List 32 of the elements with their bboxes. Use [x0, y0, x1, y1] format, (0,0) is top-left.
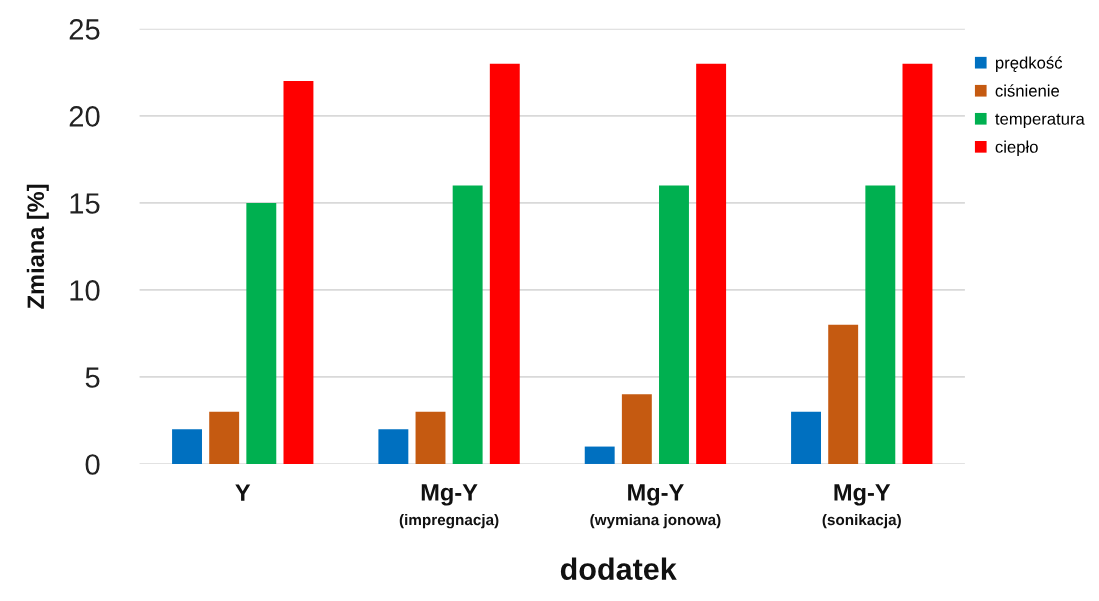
bar: [489, 63, 520, 464]
x-tick-label: Y: [235, 484, 251, 501]
legend-label: temperatura: [995, 113, 1085, 129]
y-tick-label: 0: [85, 454, 100, 475]
x-tick-label: Mg-Y (sonikacja): [822, 484, 901, 529]
bar: [283, 81, 314, 464]
y-tick-label: 15: [70, 193, 100, 214]
bar: [696, 63, 727, 464]
y-tick-label: 20: [69, 106, 100, 127]
bar: [659, 185, 689, 464]
bar: [452, 185, 483, 464]
x-tick-label: Mg-Y (wymiana jonowa): [590, 484, 721, 529]
bar: [865, 185, 896, 464]
legend-label: ciśnienie: [995, 84, 1060, 97]
y-axis-title: Zmiana [%]: [26, 184, 49, 309]
bar: [828, 324, 859, 464]
bar: [209, 411, 240, 464]
y-tick-label: 5: [85, 367, 100, 388]
x-tick-label: Mg-Y (impregnacja): [399, 484, 499, 529]
bar: [415, 411, 446, 464]
legend-label: prędkość: [996, 56, 1063, 72]
legend-label: ciepło: [995, 140, 1038, 157]
y-tick-label: 10: [70, 280, 100, 301]
bar: [584, 446, 615, 464]
x-axis-title: dodatek: [560, 557, 677, 580]
bar: [791, 411, 821, 464]
bar: [172, 429, 202, 464]
bar: [902, 63, 933, 464]
y-tick-label: 25: [69, 19, 100, 40]
bar: [621, 394, 652, 464]
bar: [378, 429, 409, 464]
bar: [246, 202, 277, 464]
